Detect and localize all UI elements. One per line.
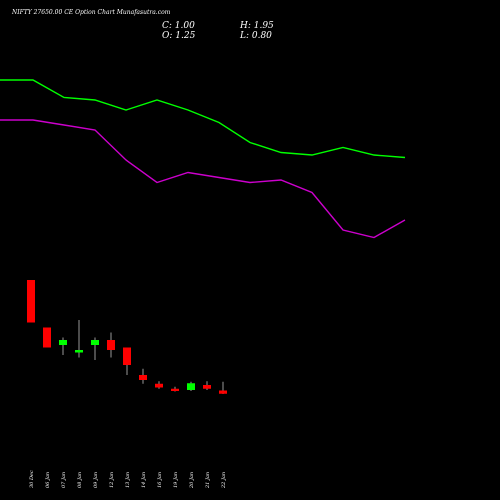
x-axis-ticks: 30 Dec 06 Jan 07 Jan 08 Jan 09 Jan 12 Jan 13 J…	[29, 470, 227, 489]
low-value: L: 0.80	[239, 31, 272, 41]
x-tick-label: 21 Jan	[205, 472, 211, 489]
candle-body	[27, 280, 35, 323]
x-tick-label: 09 Jan	[93, 472, 99, 488]
candle-21-jan	[203, 381, 211, 390]
candle-body	[91, 340, 99, 345]
candle-body	[219, 390, 227, 394]
candle-06-jan	[43, 327, 51, 348]
close-value: C: 1.00	[162, 21, 195, 31]
x-tick-label: 12 Jan	[109, 472, 115, 488]
candle-body	[171, 388, 179, 391]
candle-body	[203, 385, 211, 389]
candles	[27, 280, 227, 394]
x-tick-label: 22 Jan	[221, 472, 227, 489]
candle-body	[155, 383, 163, 388]
x-tick-label: 30 Dec	[29, 470, 35, 488]
moving-average-line-2	[0, 119, 406, 239]
x-tick-label: 20 Jan	[189, 472, 195, 489]
x-tick-label: 19 Jan	[173, 472, 179, 488]
x-tick-label: 13 Jan	[125, 472, 131, 488]
x-tick-label: 07 Jan	[61, 472, 67, 488]
candle-14-jan	[139, 368, 147, 384]
candle-body	[139, 375, 147, 380]
candle-body	[123, 347, 131, 365]
x-tick-label: 08 Jan	[77, 472, 83, 488]
candle-09-jan	[91, 337, 99, 360]
candle-body	[75, 350, 83, 353]
candle-13-jan	[123, 347, 131, 375]
candle-body	[59, 340, 67, 345]
candle-body	[43, 327, 51, 348]
candle-22-jan	[219, 381, 227, 394]
moving-average-line-1	[0, 79, 406, 159]
candle-body	[107, 340, 115, 350]
x-tick-label: 16 Jan	[157, 472, 163, 488]
candle-08-jan	[75, 320, 83, 358]
open-value: O: 1.25	[162, 31, 196, 41]
x-tick-label: 14 Jan	[141, 472, 147, 488]
candle-20-jan	[187, 381, 195, 391]
high-value: H: 1.95	[239, 21, 274, 31]
candle-30-dec	[27, 280, 35, 323]
candle-body	[187, 383, 195, 390]
moving-average-lines	[0, 79, 406, 239]
candle-19-jan	[171, 386, 179, 392]
candle-07-jan	[59, 337, 67, 355]
x-tick-label: 06 Jan	[45, 472, 51, 488]
chart-title: NIFTY 27650.00 CE Option Chart Munafasut…	[11, 9, 171, 16]
candle-12-jan	[107, 332, 115, 358]
candle-16-jan	[155, 381, 163, 389]
